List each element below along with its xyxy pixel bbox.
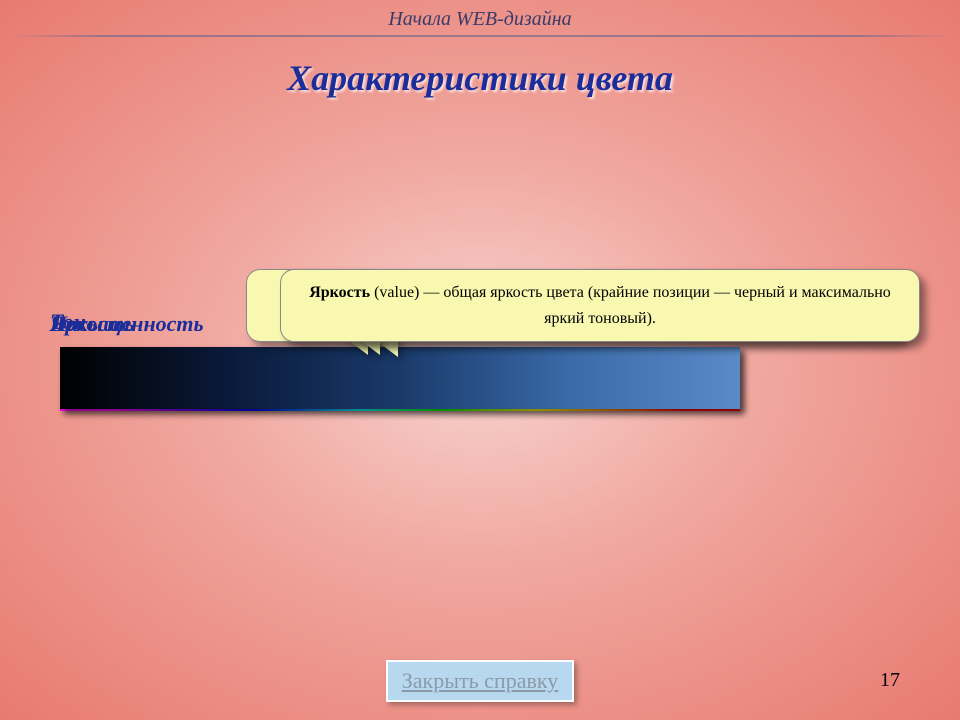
label-value: Яркость (50, 311, 134, 337)
page-title: Характеристики цвета (0, 57, 960, 99)
callout-value-term: Яркость (309, 284, 370, 301)
page-number: 17 (880, 669, 900, 692)
callout-value: Яркость (value) — общая яркость цвета (к… (280, 269, 920, 342)
header-divider (10, 35, 950, 37)
footer: Закрыть справку (0, 660, 960, 702)
header-subtitle: Начала WEB-дизайна (388, 8, 571, 31)
callout-value-text: (value) — общая яркость цвета (крайние п… (370, 284, 891, 327)
header: Начала WEB-дизайна (0, 0, 960, 37)
value-gradient-bar (60, 347, 740, 409)
close-help-button[interactable]: Закрыть справку (386, 660, 574, 702)
